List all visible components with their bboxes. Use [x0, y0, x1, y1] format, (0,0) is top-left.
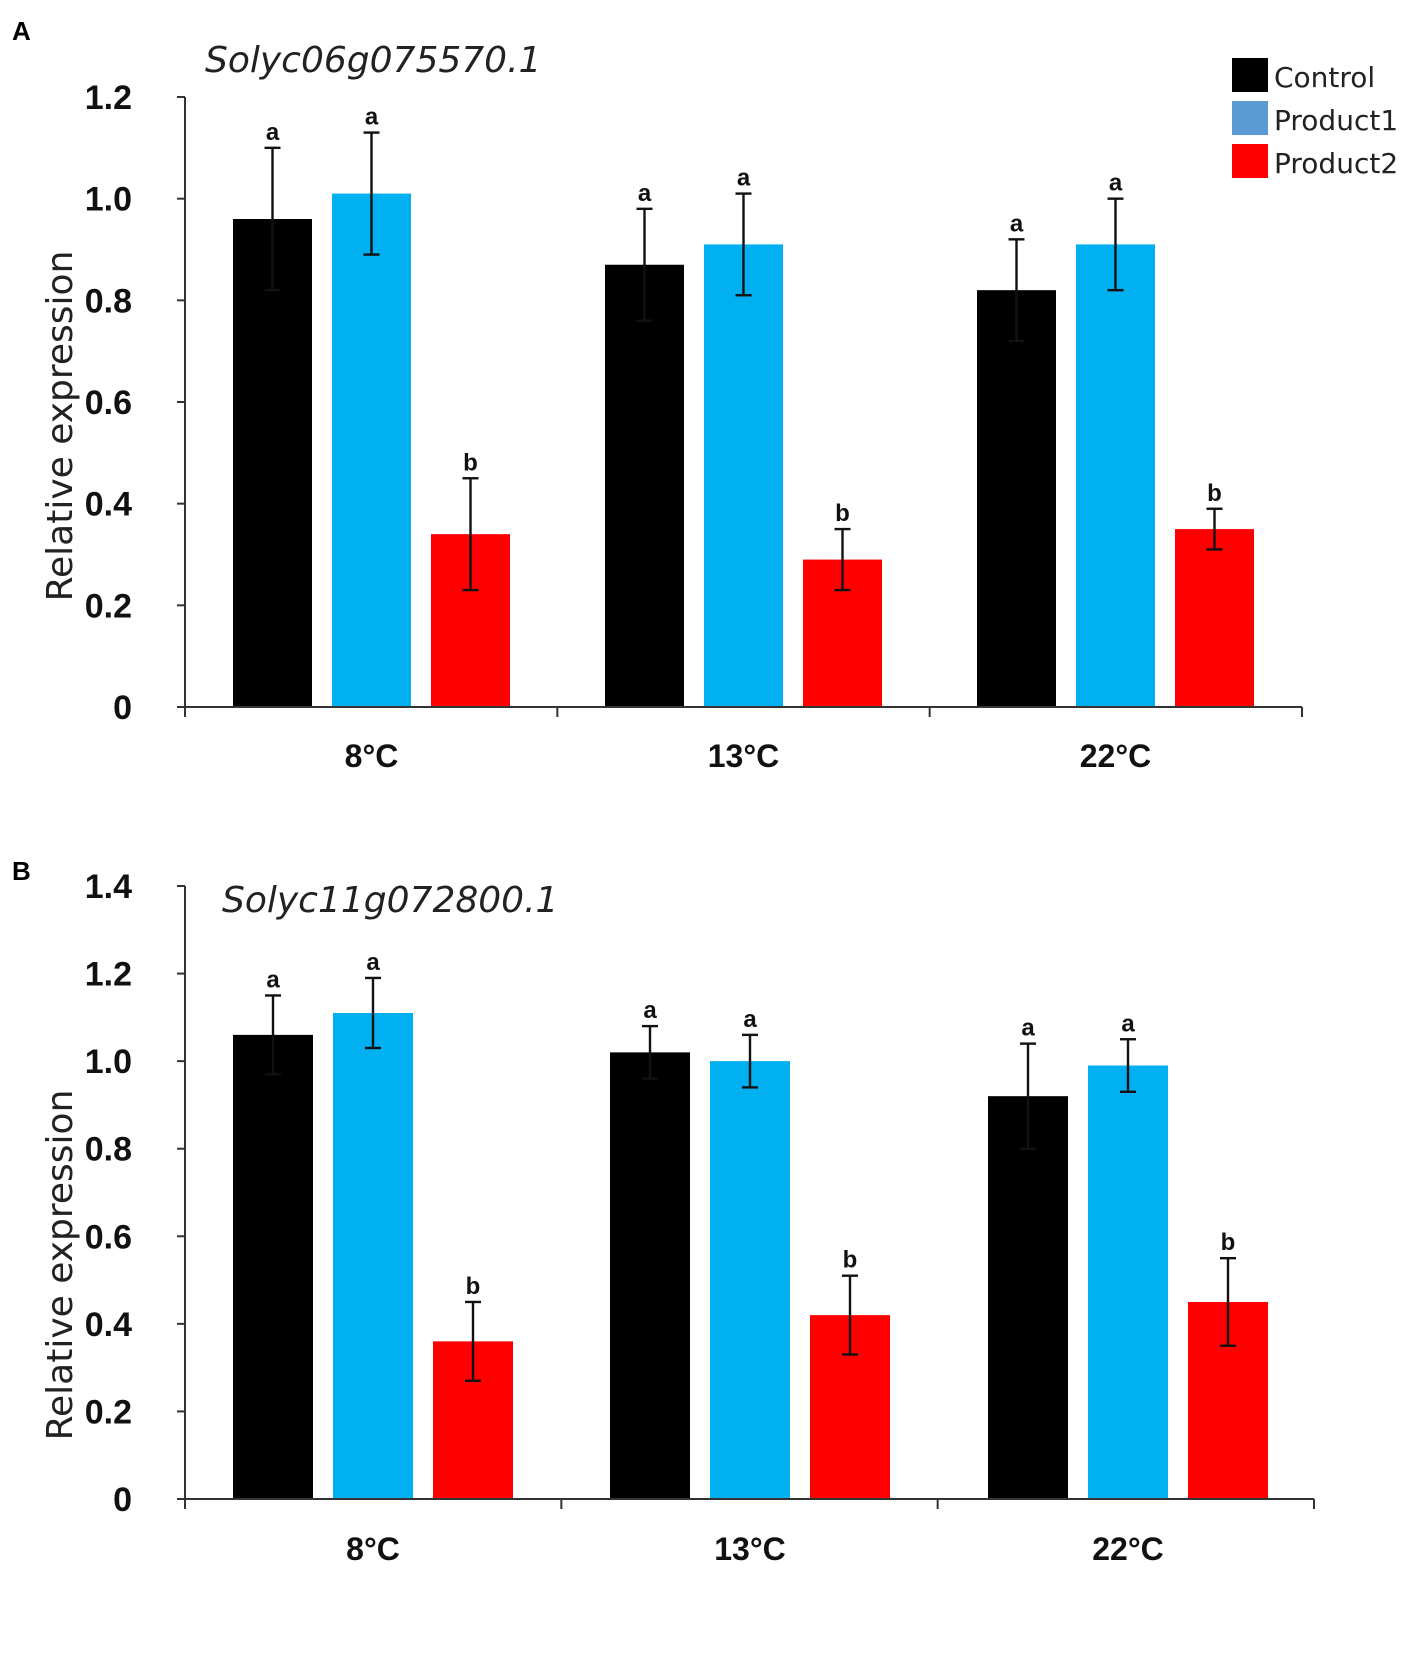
panel-a-significance-letter: a: [638, 180, 652, 207]
panel-a-y-tick-label: 0.2: [85, 587, 132, 625]
panel-a-y-tick-label: 0.4: [85, 486, 132, 524]
panel-b-significance-letter: b: [843, 1247, 858, 1274]
panel-a-y-ticks: 0 0.2 0.4 0.6 0.8 1.0 1.2: [85, 79, 185, 727]
panel-a-chart: A Solyc06g075570.1 Relative expression 0…: [12, 16, 1303, 774]
panel-a-significance-letter: b: [835, 500, 850, 527]
panel-b-chart: B Solyc11g072800.1 Relative expression 0…: [12, 856, 1315, 1567]
legend-swatch-control: [1232, 58, 1268, 92]
panel-b-category-label: 8°C: [346, 1531, 400, 1567]
panel-b-y-tick-label: 0.4: [85, 1306, 132, 1344]
panel-a-y-tick-label: 1.2: [85, 79, 132, 117]
panel-a-category-label: 8°C: [345, 738, 399, 774]
panel-b-significance-letter: a: [1021, 1015, 1035, 1042]
panel-a-bar-control: [233, 219, 312, 707]
panel-a-significance-letter: a: [1010, 210, 1024, 237]
legend-label-product2: Product2: [1274, 147, 1398, 180]
panel-a-label: A: [12, 16, 31, 46]
panel-a-axes: [177, 97, 1303, 717]
panel-b-y-tick-label: 1.0: [85, 1043, 132, 1081]
panel-b-significance-letter: a: [743, 1006, 757, 1033]
panel-a-category-label: 13°C: [708, 738, 780, 774]
panel-b-label: B: [12, 856, 31, 886]
panel-a-y-tick-label: 1.0: [85, 181, 132, 219]
panel-a-significance-letter: b: [463, 449, 478, 476]
panel-b-significance-letter: a: [643, 997, 657, 1024]
panel-a-significance-letter: a: [1109, 170, 1123, 197]
panel-a-bar-control: [605, 264, 684, 707]
panel-a-y-tick-label: 0: [113, 689, 132, 727]
panel-b-bar-product1: [710, 1061, 790, 1499]
panel-a-significance-letters: a a b a a b a a b: [266, 104, 1222, 527]
panel-a-category-labels: 8°C 13°C 22°C: [345, 738, 1152, 774]
panel-b-y-tick-label: 1.2: [85, 956, 132, 994]
panel-b-axes: [177, 886, 1315, 1509]
panel-a-y-axis-title: Relative expression: [40, 251, 81, 602]
panel-a-bar-product1: [332, 193, 411, 708]
legend-label-product1: Product1: [1274, 104, 1398, 137]
panel-a-category-label: 22°C: [1080, 738, 1152, 774]
panel-b-bar-control: [988, 1096, 1068, 1499]
legend-swatch-product1: [1232, 101, 1268, 135]
panel-b-y-tick-label: 0.8: [85, 1131, 132, 1169]
panel-b-significance-letter: b: [466, 1273, 481, 1300]
panel-a-y-tick-label: 0.6: [85, 384, 132, 422]
panel-b-bars: [233, 1012, 1268, 1499]
panel-b-gene-title: Solyc11g072800.1: [222, 880, 558, 921]
panel-b-y-ticks: 0 0.2 0.4 0.6 0.8 1.0 1.2 1.4: [85, 868, 185, 1519]
panel-b-error-bars: [265, 976, 1236, 1382]
panel-b-significance-letter: b: [1221, 1229, 1236, 1256]
legend: Control Product1 Product2: [1232, 58, 1398, 180]
panel-b-y-axis-title: Relative expression: [40, 1090, 81, 1441]
panel-b-bar-control: [610, 1052, 690, 1499]
panel-a-significance-letter: b: [1207, 480, 1222, 507]
panel-b-significance-letter: a: [366, 949, 380, 976]
panel-b-y-tick-label: 0.2: [85, 1393, 132, 1431]
panel-b-significance-letter: a: [266, 966, 280, 993]
panel-a-y-tick-label: 0.8: [85, 282, 132, 320]
panel-b-category-label: 22°C: [1092, 1531, 1164, 1567]
panel-b-significance-letters: a a b a a b a a b: [266, 949, 1235, 1300]
panel-b-category-labels: 8°C 13°C 22°C: [346, 1531, 1164, 1567]
panel-b-y-tick-label: 0.6: [85, 1218, 132, 1256]
panel-b-bar-product1: [333, 1012, 413, 1499]
panel-b-significance-letter: a: [1121, 1010, 1135, 1037]
legend-swatch-product2: [1232, 144, 1268, 178]
panel-a-error-bars: [264, 131, 1223, 592]
legend-label-control: Control: [1274, 61, 1375, 94]
panel-a-bar-product1: [1076, 244, 1155, 707]
panel-b-y-tick-label: 1.4: [85, 868, 132, 906]
panel-a-significance-letter: a: [266, 119, 280, 146]
panel-a-gene-title: Solyc06g075570.1: [205, 40, 541, 81]
panel-b-bar-control: [233, 1034, 313, 1499]
panel-a-significance-letter: a: [737, 165, 751, 192]
panel-a-significance-letter: a: [365, 104, 379, 131]
panel-a-bar-product1: [704, 244, 783, 707]
panel-a-bar-product2: [1175, 529, 1254, 707]
panel-b-category-label: 13°C: [714, 1531, 786, 1567]
panel-a-bars: [233, 193, 1254, 708]
panel-a-bar-control: [977, 290, 1056, 707]
panel-b-y-tick-label: 0: [113, 1481, 132, 1519]
panel-b-bar-product1: [1088, 1065, 1168, 1499]
